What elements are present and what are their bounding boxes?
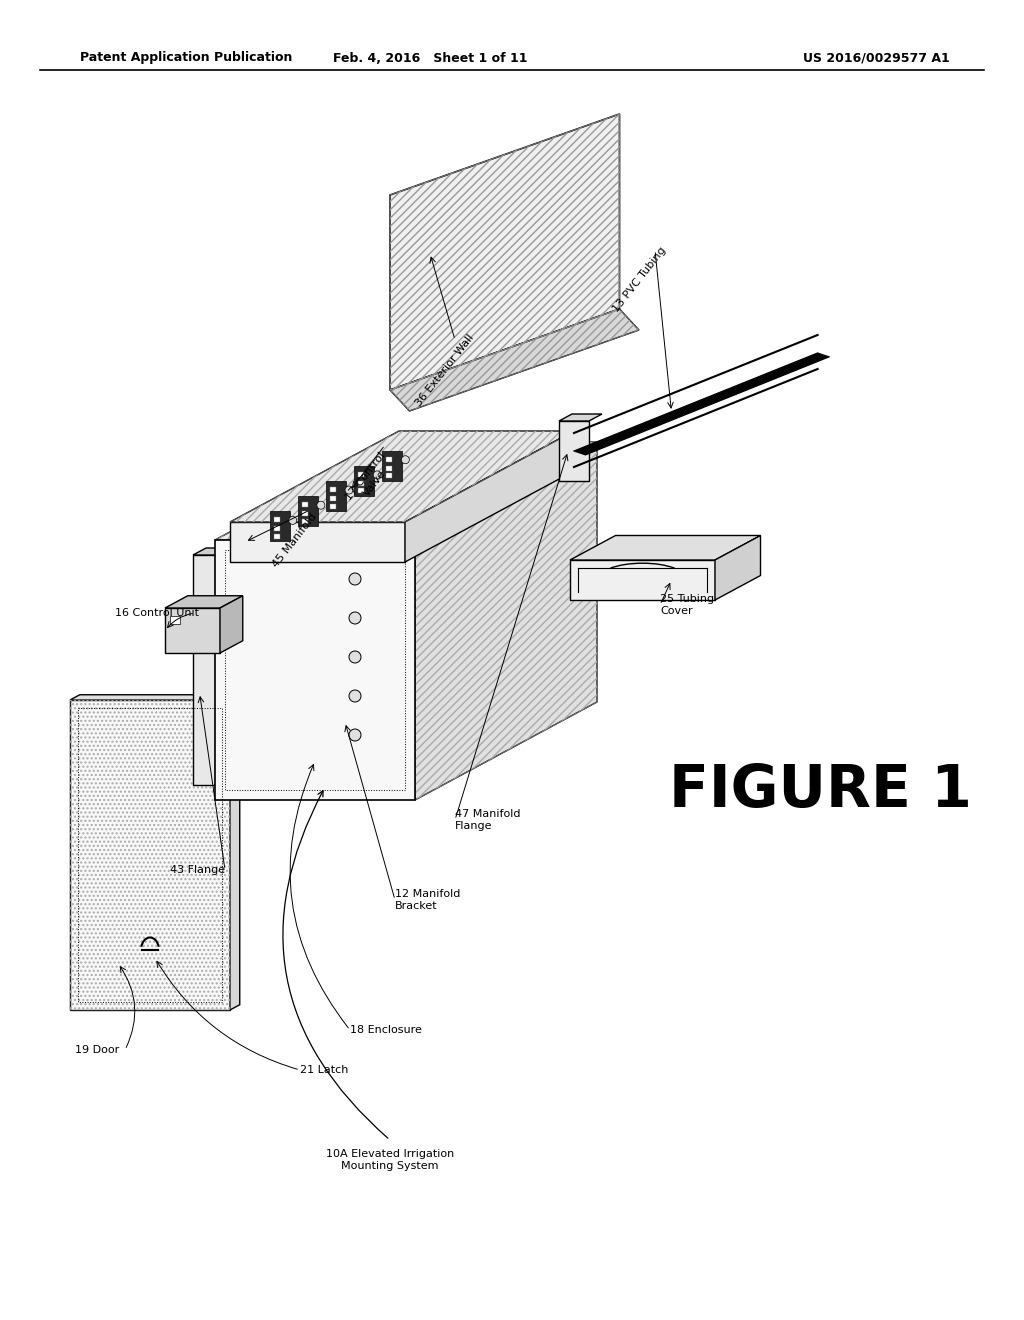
Circle shape bbox=[349, 612, 361, 624]
Polygon shape bbox=[230, 521, 406, 562]
Polygon shape bbox=[220, 595, 243, 653]
Bar bbox=[302, 502, 308, 507]
Polygon shape bbox=[382, 450, 402, 480]
Text: 43 Flange: 43 Flange bbox=[170, 865, 225, 875]
Polygon shape bbox=[215, 442, 597, 540]
Text: Feb. 4, 2016   Sheet 1 of 11: Feb. 4, 2016 Sheet 1 of 11 bbox=[333, 51, 527, 65]
Polygon shape bbox=[559, 414, 602, 421]
Polygon shape bbox=[70, 694, 240, 700]
Polygon shape bbox=[193, 548, 228, 554]
Polygon shape bbox=[230, 432, 574, 521]
Polygon shape bbox=[570, 560, 715, 601]
Circle shape bbox=[401, 455, 410, 463]
Bar bbox=[330, 496, 336, 502]
Circle shape bbox=[373, 471, 381, 479]
Polygon shape bbox=[298, 496, 317, 527]
Polygon shape bbox=[215, 540, 415, 800]
Bar bbox=[330, 487, 336, 492]
Polygon shape bbox=[230, 694, 240, 1010]
Polygon shape bbox=[165, 595, 243, 609]
Bar bbox=[386, 457, 392, 462]
Text: 13 PVC Tubing: 13 PVC Tubing bbox=[611, 246, 669, 314]
Circle shape bbox=[345, 486, 353, 494]
Polygon shape bbox=[390, 114, 620, 389]
Polygon shape bbox=[415, 442, 597, 800]
Polygon shape bbox=[165, 609, 220, 653]
Bar bbox=[330, 503, 336, 508]
Bar bbox=[273, 527, 280, 532]
Polygon shape bbox=[715, 536, 761, 601]
Bar bbox=[273, 533, 280, 539]
Polygon shape bbox=[354, 466, 374, 496]
Circle shape bbox=[349, 651, 361, 663]
Bar bbox=[273, 517, 280, 523]
Bar bbox=[302, 511, 308, 516]
Polygon shape bbox=[390, 309, 639, 411]
Text: 12 Manifold
Bracket: 12 Manifold Bracket bbox=[395, 890, 461, 911]
Text: 17 Control
Valve: 17 Control Valve bbox=[344, 450, 396, 510]
Bar bbox=[358, 488, 365, 494]
Circle shape bbox=[289, 516, 297, 524]
Text: 19 Door: 19 Door bbox=[75, 1045, 119, 1055]
Text: FIGURE 1: FIGURE 1 bbox=[669, 762, 972, 818]
Circle shape bbox=[316, 502, 325, 510]
Polygon shape bbox=[269, 511, 290, 541]
Circle shape bbox=[349, 573, 361, 585]
Polygon shape bbox=[570, 536, 761, 560]
Text: 45 Manifold: 45 Manifold bbox=[271, 511, 319, 569]
Polygon shape bbox=[559, 421, 589, 480]
Bar bbox=[170, 616, 180, 624]
Bar bbox=[302, 519, 308, 524]
Text: Patent Application Publication: Patent Application Publication bbox=[80, 51, 293, 65]
Polygon shape bbox=[326, 480, 346, 511]
Text: 47 Manifold
Flange: 47 Manifold Flange bbox=[455, 809, 520, 830]
Text: 21 Latch: 21 Latch bbox=[300, 1065, 348, 1074]
Text: 10A Elevated Irrigation
Mounting System: 10A Elevated Irrigation Mounting System bbox=[326, 1150, 454, 1171]
Text: 36 Exterior Wall: 36 Exterior Wall bbox=[414, 333, 476, 408]
Text: 25 Tubing
Cover: 25 Tubing Cover bbox=[660, 594, 714, 616]
Bar bbox=[358, 471, 365, 477]
Polygon shape bbox=[193, 554, 215, 785]
Bar bbox=[386, 473, 392, 478]
Bar bbox=[386, 466, 392, 471]
Text: US 2016/0029577 A1: US 2016/0029577 A1 bbox=[803, 51, 950, 65]
Text: 16 Control Unit: 16 Control Unit bbox=[115, 609, 199, 618]
Polygon shape bbox=[406, 432, 574, 562]
Polygon shape bbox=[70, 700, 230, 1010]
Circle shape bbox=[349, 690, 361, 702]
Bar bbox=[358, 480, 365, 486]
Text: 18 Enclosure: 18 Enclosure bbox=[350, 1026, 422, 1035]
Circle shape bbox=[349, 729, 361, 741]
